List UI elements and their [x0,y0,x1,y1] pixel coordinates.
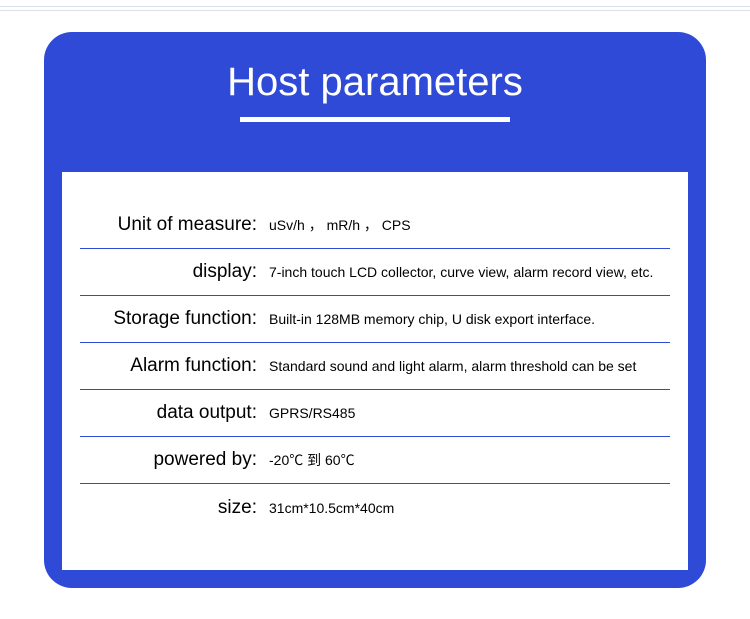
param-value: 31cm*10.5cm*40cm [263,500,670,516]
param-label: data output: [80,402,263,424]
parameters-card: Unit of measure: uSv/h ， mR/h ， CPS disp… [62,172,688,570]
param-label: Unit of measure: [80,214,263,236]
param-row-alarm: Alarm function: Standard sound and light… [80,343,670,390]
param-value: GPRS/RS485 [263,405,670,421]
param-label: size: [80,497,263,519]
host-parameters-panel: Host parameters Unit of measure: uSv/h ，… [44,32,706,588]
title-underline [240,117,510,122]
panel-title: Host parameters [44,32,706,105]
param-row-size: size: 31cm*10.5cm*40cm [80,484,670,531]
bg-decor-line-2 [0,10,750,11]
param-label: Storage function: [80,308,263,330]
param-row-data-output: data output: GPRS/RS485 [80,390,670,437]
param-row-storage: Storage function: Built-in 128MB memory … [80,296,670,343]
param-row-unit: Unit of measure: uSv/h ， mR/h ， CPS [80,202,670,249]
param-value: 7-inch touch LCD collector, curve view, … [263,264,670,280]
param-value: uSv/h ， mR/h ， CPS [263,215,670,235]
param-label: powered by: [80,449,263,471]
bg-decor-line-1 [0,6,750,7]
param-value: -20℃ 到 60℃ [263,450,670,470]
param-label: Alarm function: [80,355,263,377]
param-label: display: [80,261,263,283]
param-row-powered-by: powered by: -20℃ 到 60℃ [80,437,670,484]
param-value: Standard sound and light alarm, alarm th… [263,358,670,374]
param-value: Built-in 128MB memory chip, U disk expor… [263,311,670,327]
param-row-display: display: 7-inch touch LCD collector, cur… [80,249,670,296]
